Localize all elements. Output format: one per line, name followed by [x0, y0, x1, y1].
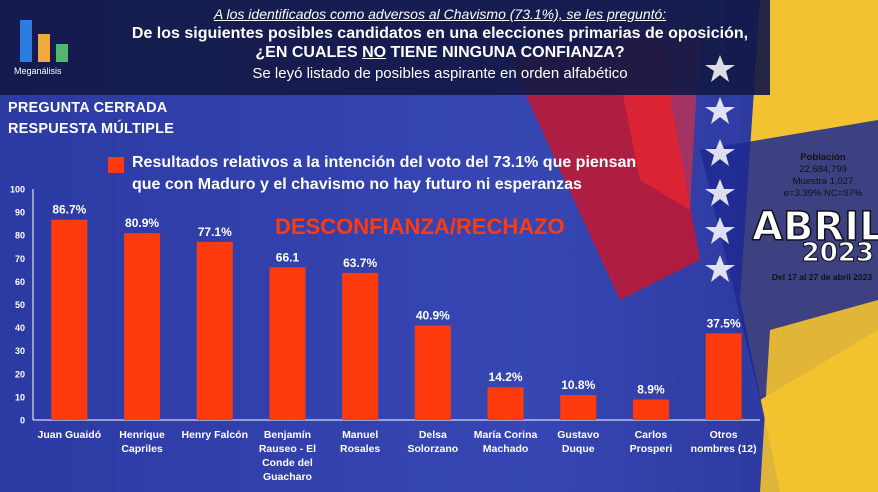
x-category-label-line: Manuel — [342, 429, 378, 441]
bar-data-label: 80.9% — [125, 216, 159, 230]
y-tick-label: 10 — [15, 392, 25, 402]
y-tick-label: 20 — [15, 369, 25, 379]
x-category-label-line: Henrique — [119, 429, 165, 441]
bar-data-label: 8.9% — [637, 382, 665, 396]
y-tick-label: 50 — [15, 300, 25, 310]
bar — [487, 387, 524, 420]
y-tick-label: 40 — [15, 323, 25, 333]
bar — [124, 233, 161, 420]
bar-data-label: 66.1 — [276, 250, 300, 264]
poblacion-value: 22,684,799 — [799, 164, 847, 175]
question-part: TIENE NINGUNA CONFIANZA? — [386, 44, 625, 61]
poblacion-label: Población — [800, 152, 846, 163]
legend-line1: Resultados relativos a la intención del … — [132, 154, 637, 171]
logo-label: Meganálisis — [14, 66, 62, 76]
x-category-label: Benjamín Rauseo - El Conde del Guacharo — [259, 429, 316, 483]
star-icon — [705, 217, 735, 244]
x-category-label-line: Delsa — [419, 429, 447, 441]
x-category-label-line: Carlos — [635, 429, 668, 441]
muestra-text: Muestra 1,027 — [792, 176, 854, 187]
bar — [414, 325, 451, 420]
month-label: ABRIL — [751, 203, 878, 251]
header-note: Se leyó listado de posibles aspirante en… — [252, 65, 628, 82]
star-icon — [705, 139, 735, 166]
year-label: 2023 — [801, 238, 874, 269]
meganalisis-logo-icon — [20, 20, 68, 62]
bar-data-label: 37.5% — [707, 316, 741, 330]
bar-data-label: 77.1% — [198, 225, 232, 239]
x-category-label: Manuel Rosales — [340, 429, 380, 455]
star-icon — [705, 179, 735, 206]
y-tick-label: 30 — [15, 346, 25, 356]
bar-data-label: 10.8% — [561, 378, 595, 392]
x-category-label-line: Benjamín — [264, 429, 311, 441]
x-category-label: Henry Falcón — [181, 429, 248, 441]
bar — [196, 241, 233, 420]
bar-data-label: 63.7% — [343, 256, 377, 270]
question-emphasis: NO — [362, 44, 387, 61]
bar — [632, 399, 669, 420]
x-category-label-line: Juan Guaidó — [38, 429, 102, 441]
header-intro: A los identificados como adversos al Cha… — [213, 6, 667, 22]
star-icon — [705, 55, 735, 82]
question-type-line2: RESPUESTA MÚLTIPLE — [8, 121, 175, 137]
y-tick-label: 0 — [20, 416, 25, 426]
bar — [269, 267, 306, 420]
legend-line2: que con Maduro y el chavismo no hay futu… — [132, 176, 582, 193]
x-category-label-line: Machado — [483, 443, 529, 455]
y-tick-label: 70 — [15, 254, 25, 264]
header-question-line2: ¿EN CUALES NO TIENE NINGUNA CONFIANZA? — [110, 44, 770, 62]
bar-data-label: 40.9% — [416, 309, 450, 323]
x-category-label: María Corina Machado — [474, 429, 538, 455]
bar — [51, 219, 88, 420]
y-tick-label: 60 — [15, 277, 25, 287]
y-tick-label: 100 — [10, 185, 25, 195]
x-category-label: Otros nombres (12) — [691, 429, 757, 455]
x-category-label-line: Solorzano — [407, 443, 458, 455]
x-category-label-line: nombres (12) — [691, 443, 757, 455]
x-category-label-line: Otros — [710, 429, 738, 441]
x-category-label: Henrique Capriles — [119, 429, 165, 455]
x-category-label-line: Capriles — [121, 443, 163, 455]
x-category-label: Delsa Solorzano — [407, 429, 458, 455]
x-category-label: Carlos Prosperi — [630, 429, 673, 455]
star-icon — [705, 255, 735, 282]
x-category-label-line: Conde del — [262, 457, 313, 469]
error-text: e=3.39% NC=97% — [783, 188, 863, 199]
x-category-label-line: Rauseo - El — [259, 443, 316, 455]
header-question-line1: De los siguientes posibles candidatos en… — [131, 25, 749, 42]
y-tick-label: 90 — [15, 208, 25, 218]
chart-watermark: DESCONFIANZA/RECHAZO — [275, 214, 565, 239]
question-part: ¿EN CUALES — [255, 44, 363, 61]
x-category-label-line: Guacharo — [263, 471, 312, 483]
dates-label: Del 17 al 27 de abril 2023 — [771, 272, 873, 282]
star-decorations — [705, 55, 735, 282]
x-category-label: Juan Guaidó — [38, 429, 102, 441]
x-category-label-line: Gustavo — [557, 429, 599, 441]
x-category-label-line: Prosperi — [630, 443, 673, 455]
x-category-label-line: Rosales — [340, 443, 380, 455]
bar — [342, 272, 379, 420]
star-icon — [705, 97, 735, 124]
yellow-band-decoration — [760, 300, 878, 492]
y-tick-label: 80 — [15, 231, 25, 241]
bar — [705, 333, 742, 420]
question-type-line1: PREGUNTA CERRADA — [8, 100, 168, 116]
legend-swatch — [108, 157, 124, 173]
bar-data-label: 86.7% — [52, 203, 86, 217]
x-category-label-line: Henry Falcón — [181, 429, 248, 441]
x-category-label-line: Duque — [562, 443, 595, 455]
bar-data-label: 14.2% — [489, 370, 523, 384]
bar — [560, 395, 597, 420]
x-category-label-line: María Corina — [474, 429, 538, 441]
x-category-label: Gustavo Duque — [557, 429, 599, 455]
header-band — [0, 0, 770, 95]
